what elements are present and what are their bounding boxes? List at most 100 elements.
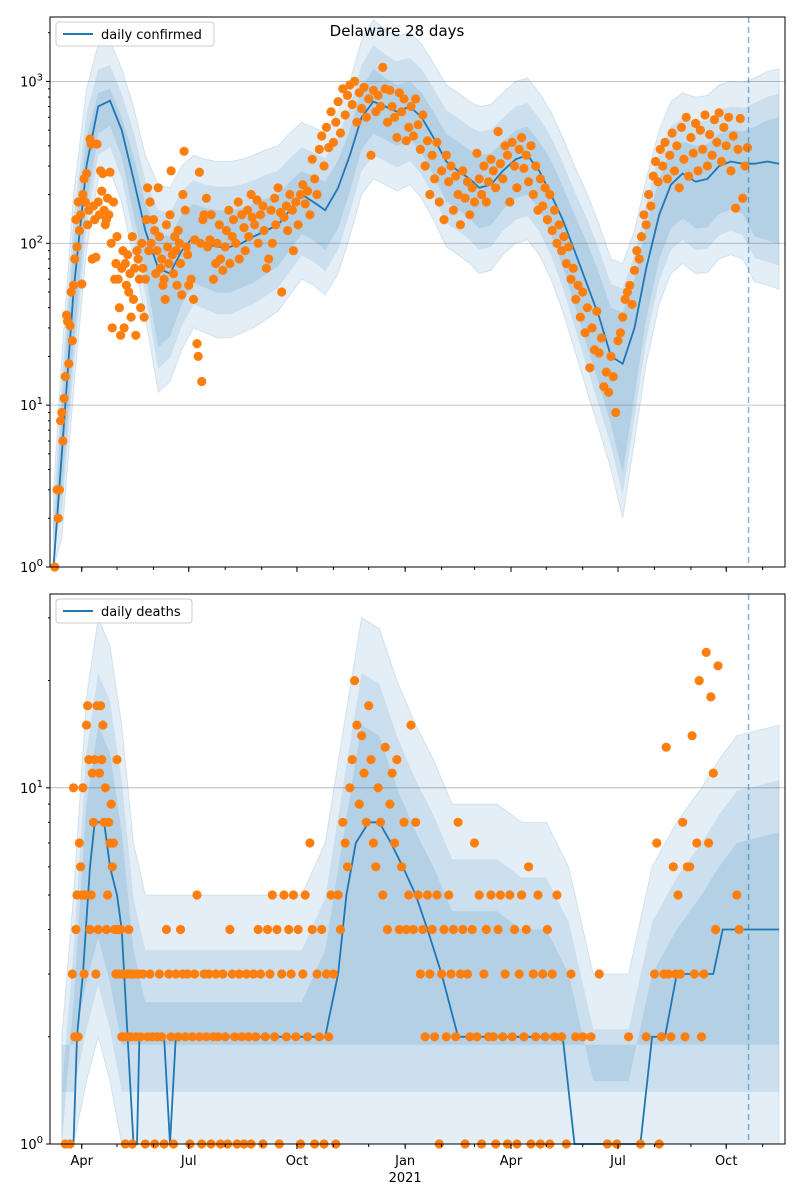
confirmed-point (580, 328, 590, 338)
deaths-point (540, 1032, 550, 1042)
confirmed-point (124, 287, 134, 297)
confirmed-point (291, 197, 301, 207)
deaths-point (68, 783, 79, 793)
deaths-point (498, 1032, 508, 1042)
confirmed-point (705, 129, 715, 140)
confirmed-point (239, 223, 249, 233)
deaths-point (183, 969, 193, 979)
deaths-point (87, 768, 97, 778)
deaths-point (549, 1032, 560, 1042)
confirmed-point (171, 246, 181, 256)
confirmed-point (277, 287, 287, 297)
deaths-point (112, 755, 122, 765)
deaths-point (220, 1032, 230, 1042)
confirmed-point (702, 161, 713, 171)
confirmed-point (193, 351, 203, 361)
confirmed-point (719, 122, 729, 132)
deaths-point (230, 1032, 240, 1042)
deaths-point (281, 1032, 291, 1042)
deaths-point (641, 1032, 651, 1042)
deaths-point (145, 969, 155, 979)
confirmed-point (261, 263, 271, 273)
confirmed-point (375, 101, 386, 112)
deaths-point (291, 1032, 301, 1042)
confirmed-point (627, 299, 637, 309)
confirmed-point (531, 161, 541, 171)
confirmed-point (78, 189, 88, 200)
deaths-point (321, 969, 331, 979)
deaths-point (465, 1032, 475, 1042)
confirmed-point (488, 166, 498, 176)
deaths-legend-box (55, 598, 193, 624)
deaths-point (366, 755, 376, 765)
confirmed-point (160, 294, 170, 304)
confirmed-point (146, 238, 156, 248)
deaths-legend[interactable]: daily deaths (55, 598, 193, 624)
deaths-point (237, 1032, 247, 1042)
x-tick-label: Jul (609, 1154, 626, 1169)
confirmed-point (707, 150, 717, 160)
confirmed-point (448, 205, 458, 215)
deaths-point (493, 924, 503, 935)
deaths-point (708, 768, 718, 778)
confirmed-point (312, 189, 322, 200)
confirmed-point (606, 351, 616, 361)
confirmed-point (199, 210, 209, 220)
deaths-point (211, 969, 221, 979)
confirmed-point (287, 205, 297, 215)
chart-title: Delaware 28 days (330, 22, 465, 40)
deaths-point (375, 817, 386, 827)
deaths-point (71, 924, 81, 935)
confirmed-point (181, 242, 191, 252)
deaths-point (187, 1032, 197, 1042)
confirmed-legend-box (55, 21, 215, 47)
confirmed-point (234, 254, 244, 264)
deaths-point (531, 1032, 541, 1042)
confirmed-point (253, 238, 263, 248)
deaths-point (408, 924, 418, 935)
confirmed-point (451, 171, 461, 181)
deaths-point (312, 969, 322, 979)
confirmed-point (70, 254, 80, 264)
confirmed-point (731, 203, 741, 213)
confirmed-point (740, 161, 750, 171)
deaths-point (734, 924, 744, 935)
confirmed-point (328, 137, 338, 147)
deaths-point (265, 969, 275, 979)
x-year-label: 2021 (389, 1171, 422, 1186)
deaths-point (326, 890, 336, 900)
confirmed-point (107, 323, 117, 333)
confirmed-point (91, 252, 101, 262)
x-tick-label: Apr (71, 1154, 94, 1169)
confirmed-point (246, 189, 256, 200)
confirmed-point (665, 150, 675, 160)
deaths-point (354, 799, 364, 809)
deaths-point (524, 862, 534, 872)
confirmed-point (203, 242, 213, 252)
confirmed-legend[interactable]: daily confirmed (55, 21, 215, 47)
deaths-point (390, 838, 400, 848)
confirmed-point (651, 156, 661, 167)
confirmed-point (472, 148, 482, 158)
deaths-point (656, 1032, 667, 1042)
deaths-point (533, 890, 543, 900)
confirmed-point (53, 513, 63, 523)
deaths-point (284, 924, 294, 935)
confirmed-point (495, 159, 505, 169)
deaths-point (361, 817, 371, 827)
confirmed-point (120, 258, 130, 269)
confirmed-point (143, 183, 153, 193)
confirmed-point (126, 312, 136, 322)
deaths-point (317, 924, 327, 935)
confirmed-point (244, 232, 254, 242)
confirmed-point (293, 220, 303, 230)
deaths-point (305, 838, 315, 848)
confirmed-point (422, 136, 433, 146)
confirmed-point (465, 210, 475, 220)
confirmed-point (561, 258, 571, 269)
confirmed-point (512, 183, 522, 193)
confirmed-point (676, 122, 687, 132)
deaths-point (267, 890, 277, 900)
confirmed-point (114, 303, 124, 313)
confirmed-point (390, 112, 400, 122)
